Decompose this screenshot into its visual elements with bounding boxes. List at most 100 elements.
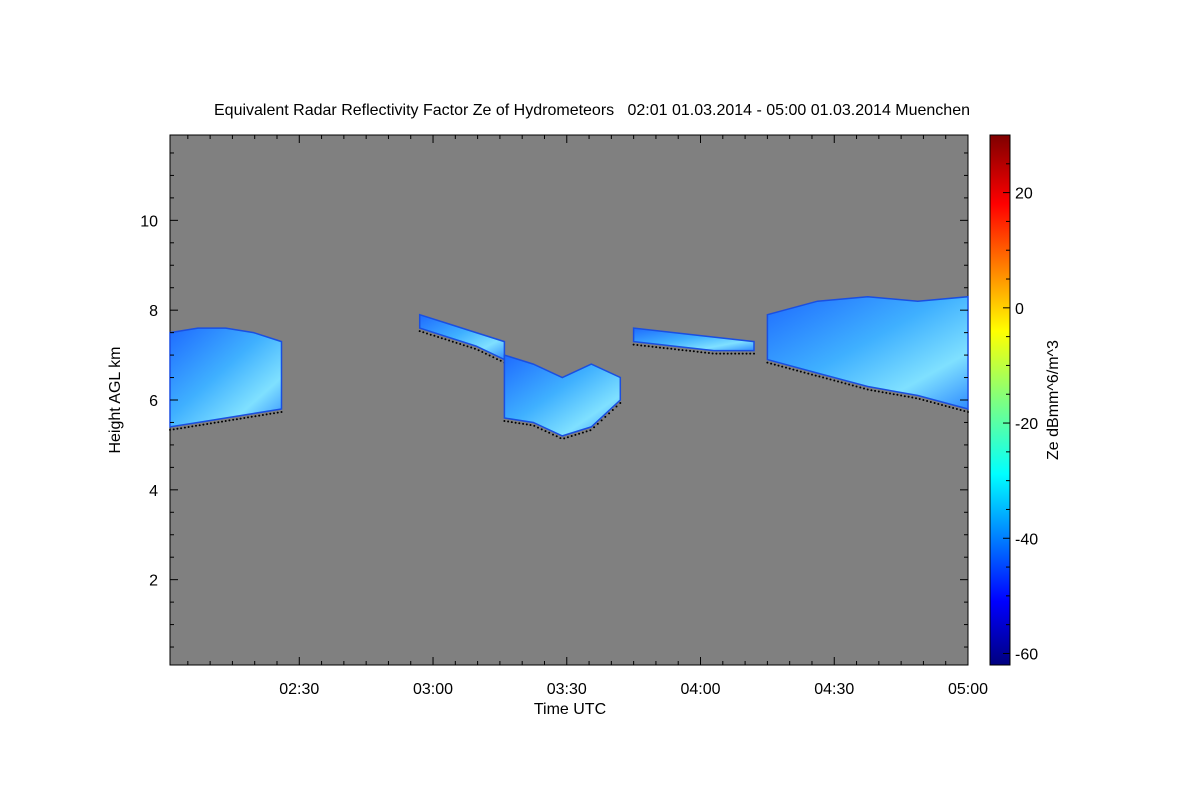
cloud-base-dot — [258, 414, 261, 417]
cloud-base-dot — [224, 420, 227, 422]
cloud-base-dot — [677, 348, 680, 351]
cloud-base-dot — [745, 352, 748, 355]
cloud-base-dot — [206, 423, 209, 425]
cloud-base-dot — [952, 407, 955, 409]
cloud-base-dot — [585, 430, 588, 433]
cloud-base-dot — [866, 388, 869, 391]
cloud-base-dot — [889, 392, 891, 395]
cloud-base-dot — [632, 343, 635, 346]
cloud-base-dot — [685, 349, 688, 352]
cloud-base-dot — [213, 421, 216, 424]
cloud-base-dot — [422, 331, 425, 334]
cloud-base-dot — [749, 352, 752, 355]
cloud-base-dot — [777, 364, 780, 367]
cloud-base-dot — [254, 415, 257, 418]
x-tick-label: 04:00 — [680, 681, 720, 698]
x-tick-label: 05:00 — [948, 681, 988, 698]
cloud-base-dot — [796, 369, 799, 372]
cloud-base-dot — [574, 433, 577, 436]
cloud-base-dot — [195, 424, 197, 427]
cloud-base-dot — [578, 432, 581, 435]
cloud-base-dot — [600, 419, 603, 422]
cloud-base-dot — [217, 421, 220, 424]
echo-block-3 — [503, 354, 622, 437]
cloud-base-dot — [900, 394, 903, 397]
cloud-base-dot — [911, 396, 914, 399]
cloud-base-dot — [734, 352, 737, 355]
cloud-base-dot — [433, 334, 436, 337]
echo-block-5 — [766, 295, 969, 410]
cloud-base-dot — [896, 393, 899, 396]
cloud-base-dot — [228, 419, 231, 422]
cloud-base-dot — [183, 426, 186, 429]
cloud-base-dot — [903, 395, 906, 398]
cloud-base-dot — [715, 352, 718, 355]
cloud-base-dot — [829, 378, 832, 381]
cloud-base-dot — [518, 422, 521, 425]
cloud-base-dot — [459, 343, 462, 345]
cloud-base-dot — [615, 405, 618, 408]
cloud-base-dot — [788, 367, 791, 370]
cloud-base-dot — [514, 421, 517, 424]
cloud-base-dot — [640, 344, 643, 347]
cloud-base-dot — [822, 376, 825, 379]
cloud-base-dot — [261, 414, 264, 416]
cloud-base-dot — [596, 422, 599, 425]
cloud-base-dot — [799, 370, 802, 373]
cloud-base-dot — [444, 338, 447, 341]
y-tick-label: 6 — [149, 393, 158, 410]
cloud-base-dot — [488, 354, 491, 357]
cloud-base-dot — [496, 358, 498, 361]
cloud-base-dot — [555, 435, 558, 438]
colorbar-tick-label: -40 — [1015, 531, 1038, 548]
cloud-base-dot — [563, 437, 566, 440]
cloud-base-dot — [570, 435, 573, 437]
cloud-base-dot — [235, 418, 238, 421]
cloud-base-dot — [719, 352, 722, 355]
cloud-base-dot — [681, 349, 684, 352]
cloud-base-dot — [636, 344, 639, 346]
cloud-base-dot — [704, 351, 707, 354]
cloud-base-dot — [611, 409, 614, 411]
cloud-base-dot — [429, 333, 432, 336]
cloud-base-dot — [559, 437, 562, 440]
cloud-base-dot — [922, 399, 925, 401]
cloud-base-dot — [462, 344, 465, 347]
cloud-base-dot — [593, 426, 596, 429]
cloud-base-dot — [918, 398, 921, 400]
cloud-base-dot — [169, 428, 171, 431]
echo-layer — [169, 295, 969, 440]
cloud-base-dot — [492, 356, 495, 359]
cloud-base-dot — [851, 384, 854, 387]
colorbar-tick-label: 0 — [1015, 301, 1024, 318]
cloud-base-dot — [659, 346, 661, 349]
cloud-base-dot — [250, 415, 253, 418]
cloud-base-dot — [666, 347, 669, 350]
cloud-base-dot — [651, 345, 654, 348]
cloud-base-dot — [881, 391, 884, 394]
cloud-base-dot — [191, 425, 194, 428]
cloud-base-dot — [825, 377, 828, 380]
cloud-base-dot — [239, 417, 242, 420]
cloud-base-dot — [232, 418, 235, 421]
cloud-base-dot — [529, 424, 532, 426]
cloud-base-dot — [566, 436, 569, 439]
cloud-base-dot — [202, 423, 205, 426]
cloud-base-dot — [811, 373, 813, 376]
cloud-base-dot — [874, 389, 877, 392]
cloud-base-dot — [837, 380, 839, 383]
cloud-base-dot — [477, 349, 480, 352]
cloud-base-dot — [243, 417, 246, 419]
echo-block-4 — [632, 327, 755, 352]
cloud-base-dot — [773, 363, 776, 366]
cloud-base-dot — [738, 352, 740, 355]
cloud-base-dot — [172, 428, 175, 431]
cloud-base-dot — [499, 359, 502, 362]
cloud-base-dot — [967, 411, 969, 413]
y-tick-label: 10 — [140, 213, 158, 230]
cloud-base-dot — [448, 339, 451, 342]
cloud-base-dot — [792, 368, 795, 371]
cloud-base-dot — [608, 412, 611, 415]
cloud-base-dot — [552, 433, 554, 436]
